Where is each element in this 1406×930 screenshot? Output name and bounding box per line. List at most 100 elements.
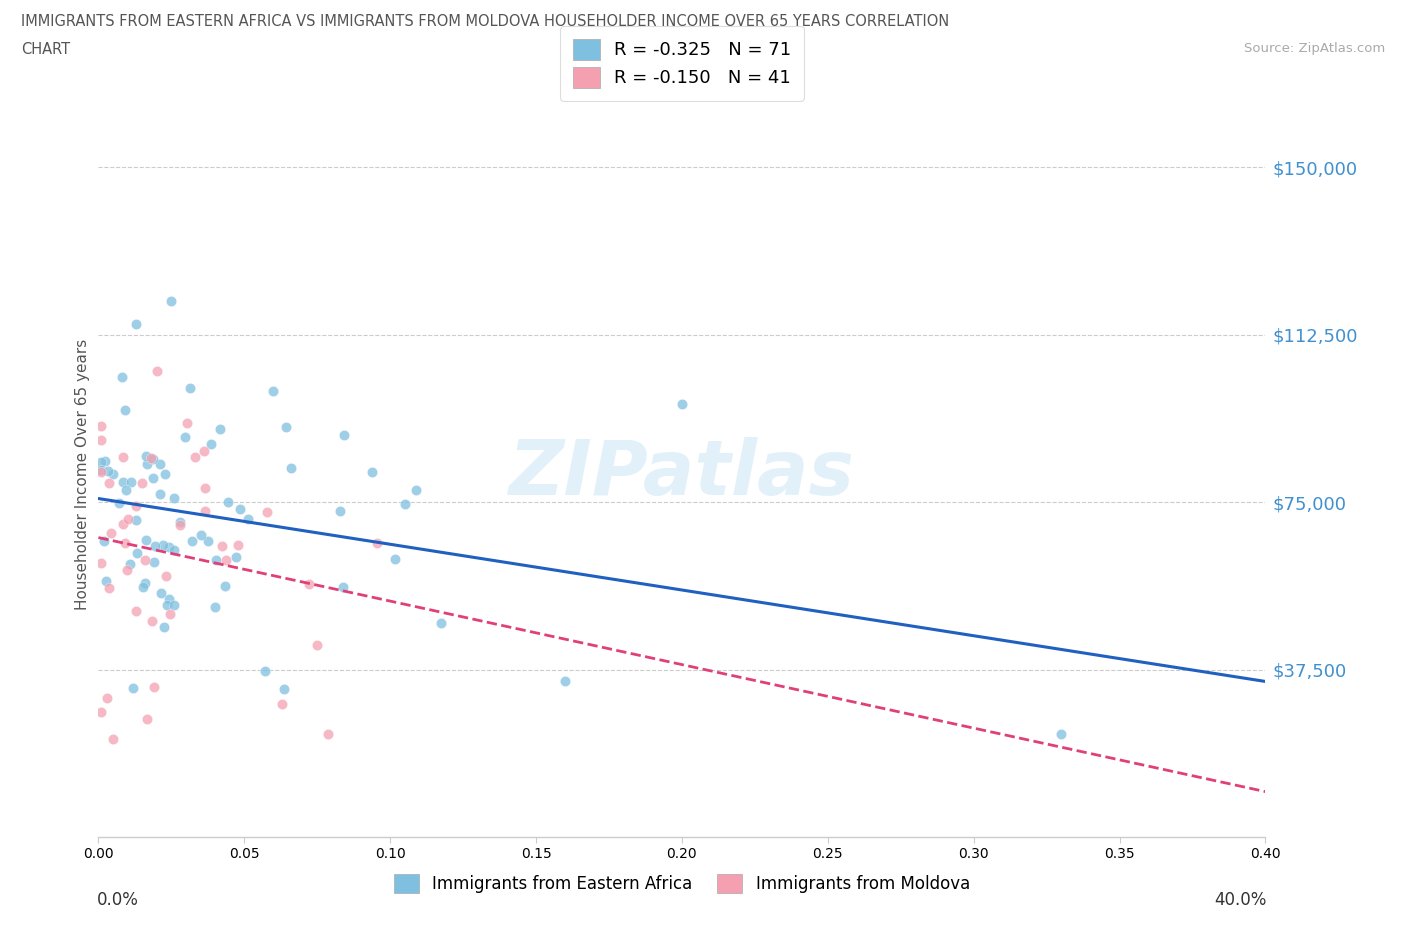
Point — [280, 460, 302, 475]
Point — [122, 680, 145, 695]
Point — [384, 551, 406, 566]
Point — [134, 576, 156, 591]
Point — [117, 562, 139, 577]
Point — [273, 682, 295, 697]
Legend: Immigrants from Eastern Africa, Immigrants from Moldova: Immigrants from Eastern Africa, Immigran… — [385, 865, 979, 901]
Point — [253, 664, 276, 679]
Point — [134, 553, 156, 568]
Point — [135, 533, 157, 548]
Point — [229, 501, 252, 516]
Point — [90, 705, 112, 720]
Point — [143, 679, 166, 694]
Point — [114, 403, 136, 418]
Point — [163, 542, 186, 557]
Point — [131, 476, 153, 491]
Point — [142, 471, 165, 485]
Point — [125, 545, 148, 560]
Text: 0.0%: 0.0% — [97, 891, 139, 910]
Point — [190, 527, 212, 542]
Point — [152, 538, 174, 553]
Point — [194, 503, 217, 518]
Point — [120, 474, 142, 489]
Point — [97, 463, 120, 478]
Point — [155, 569, 177, 584]
Point — [554, 673, 576, 688]
Point — [214, 552, 236, 567]
Point — [236, 512, 259, 527]
Point — [405, 483, 427, 498]
Point — [111, 516, 134, 531]
Point — [94, 573, 117, 588]
Point — [429, 615, 451, 630]
Point — [204, 600, 226, 615]
Text: ZIPatlas: ZIPatlas — [509, 437, 855, 512]
Point — [96, 691, 118, 706]
Point — [157, 539, 180, 554]
Point — [152, 619, 174, 634]
Point — [193, 444, 215, 458]
Point — [90, 455, 112, 470]
Point — [101, 467, 124, 482]
Point — [143, 538, 166, 553]
Point — [333, 428, 356, 443]
Point — [226, 538, 249, 552]
Point — [120, 557, 142, 572]
Point — [209, 421, 232, 436]
Point — [159, 606, 181, 621]
Point — [98, 580, 121, 595]
Point — [143, 555, 166, 570]
Point — [298, 577, 321, 591]
Point — [176, 416, 198, 431]
Point — [329, 504, 352, 519]
Point — [360, 464, 382, 479]
Point — [169, 514, 191, 529]
Text: 40.0%: 40.0% — [1215, 891, 1267, 910]
Point — [125, 512, 148, 527]
Point — [98, 475, 121, 490]
Point — [214, 578, 236, 593]
Point — [90, 556, 112, 571]
Point — [149, 486, 172, 501]
Point — [93, 534, 115, 549]
Point — [112, 449, 135, 464]
Point — [125, 316, 148, 331]
Text: IMMIGRANTS FROM EASTERN AFRICA VS IMMIGRANTS FROM MOLDOVA HOUSEHOLDER INCOME OVE: IMMIGRANTS FROM EASTERN AFRICA VS IMMIGR… — [21, 14, 949, 29]
Point — [276, 419, 298, 434]
Point — [142, 452, 165, 467]
Point — [90, 433, 112, 448]
Point — [139, 450, 162, 465]
Point — [366, 536, 388, 551]
Point — [101, 731, 124, 746]
Point — [394, 497, 416, 512]
Point — [90, 419, 112, 434]
Point — [153, 467, 176, 482]
Point — [197, 534, 219, 549]
Point — [179, 380, 201, 395]
Point — [125, 604, 148, 618]
Point — [156, 598, 179, 613]
Point — [217, 495, 239, 510]
Point — [107, 496, 129, 511]
Point — [671, 396, 693, 411]
Point — [169, 518, 191, 533]
Point — [225, 550, 247, 565]
Point — [150, 585, 173, 600]
Point — [111, 370, 134, 385]
Point — [270, 697, 292, 711]
Point — [159, 591, 181, 606]
Point — [100, 525, 122, 540]
Point — [1050, 727, 1073, 742]
Text: Source: ZipAtlas.com: Source: ZipAtlas.com — [1244, 42, 1385, 55]
Y-axis label: Householder Income Over 65 years: Householder Income Over 65 years — [75, 339, 90, 610]
Point — [90, 464, 112, 479]
Point — [114, 536, 136, 551]
Point — [262, 383, 284, 398]
Point — [211, 539, 233, 554]
Point — [160, 294, 183, 309]
Point — [132, 580, 155, 595]
Point — [117, 512, 139, 526]
Point — [90, 463, 112, 478]
Point — [135, 448, 157, 463]
Point — [146, 364, 169, 379]
Point — [316, 727, 339, 742]
